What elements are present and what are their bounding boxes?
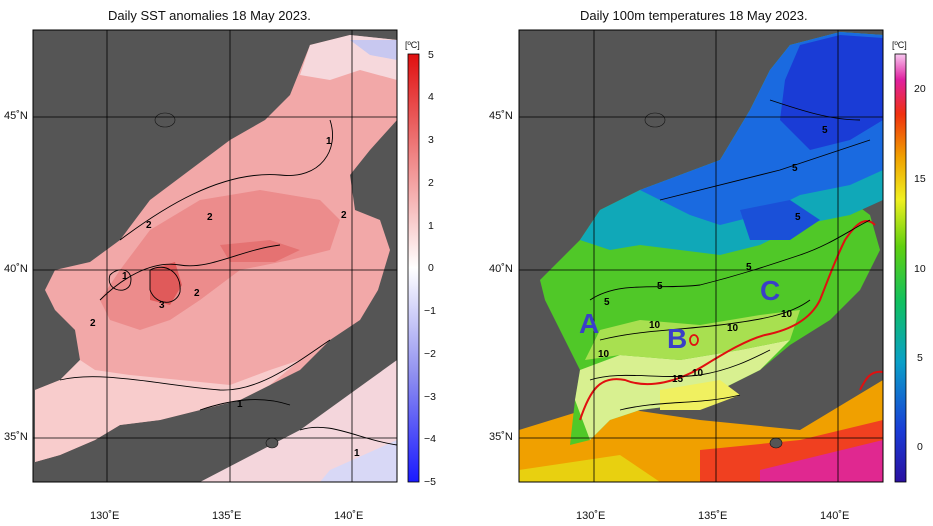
right-contour-label: 5 xyxy=(746,262,752,273)
right-contour-label: 5 xyxy=(795,212,801,223)
left-contour-label: 2 xyxy=(341,210,347,221)
left-lat-label: 45˚N xyxy=(4,110,28,122)
left-contour-label: 1 xyxy=(122,271,128,282)
right-colorbar-tick: 10 xyxy=(914,263,926,275)
left-colorbar-tick: 2 xyxy=(428,177,434,189)
right-colorbar-tick: 20 xyxy=(914,83,926,95)
left-colorbar-tick: −4 xyxy=(424,433,436,445)
left-contour-label: 2 xyxy=(146,220,152,231)
right-contour-label: 5 xyxy=(604,297,610,308)
region-label-a: A xyxy=(579,308,599,339)
left-panel-title: Daily SST anomalies 18 May 2023. xyxy=(108,8,311,23)
right-lat-label: 40˚N xyxy=(489,263,513,275)
right-contour-label: 10 xyxy=(598,349,610,360)
right-contour-label: 10 xyxy=(692,368,704,379)
left-contour-label: 2 xyxy=(90,318,96,329)
right-lat-label: 35˚N xyxy=(489,431,513,443)
right-colorbar-tick: 0 xyxy=(917,441,923,453)
left-colorbar-tick: −1 xyxy=(424,305,436,317)
right-colorbar-unit: [ºC] xyxy=(892,40,907,50)
left-contour-label: 1 xyxy=(354,448,360,459)
right-lon-label: 140˚E xyxy=(820,510,850,522)
left-contour-label: 3 xyxy=(159,300,165,311)
right-lon-label: 135˚E xyxy=(698,510,728,522)
right-gridlines xyxy=(519,30,883,482)
left-gridlines xyxy=(33,30,397,482)
right-contour-label: 5 xyxy=(822,125,828,136)
right-contour-label: 5 xyxy=(657,281,663,292)
right-panel-title: Daily 100m temperatures 18 May 2023. xyxy=(580,8,808,23)
right-map-frame xyxy=(518,29,884,483)
left-lat-label: 40˚N xyxy=(4,263,28,275)
left-colorbar-tick: 4 xyxy=(428,91,434,103)
left-lat-label: 35˚N xyxy=(4,431,28,443)
right-lon-label: 130˚E xyxy=(576,510,606,522)
right-contour-label: 10 xyxy=(781,309,793,320)
right-colorbar xyxy=(894,53,907,483)
left-lon-label: 135˚E xyxy=(212,510,242,522)
left-colorbar-tick: −3 xyxy=(424,391,436,403)
right-colorbar-tick: 5 xyxy=(917,352,923,364)
right-contour-label: 10 xyxy=(727,323,739,334)
right-contour-labels: 5 5 5 5 5 5 10 10 10 10 10 15 xyxy=(598,125,828,385)
left-colorbar-tick: 0 xyxy=(428,262,434,274)
left-pacific-sea xyxy=(200,360,397,482)
region-label-b: B xyxy=(667,323,687,354)
left-contour-label: 2 xyxy=(207,212,213,223)
right-lat-label: 45˚N xyxy=(489,110,513,122)
right-contour-label: 15 xyxy=(672,374,684,385)
left-contours xyxy=(59,119,397,446)
left-colorbar xyxy=(407,53,420,483)
left-contour-labels: 1 2 2 2 1 3 2 2 1 1 xyxy=(90,136,360,459)
right-colorbar-tick: 15 xyxy=(914,173,926,185)
left-colorbar-tick: 5 xyxy=(428,49,434,61)
left-contour-label: 1 xyxy=(326,136,332,147)
region-label-c: C xyxy=(760,275,780,306)
left-contour-label: 2 xyxy=(194,288,200,299)
left-colorbar-unit: [ºC] xyxy=(405,40,420,50)
right-contours xyxy=(589,99,871,411)
left-colorbar-tick: 3 xyxy=(428,134,434,146)
left-colorbar-tick: −5 xyxy=(424,476,436,488)
left-contour-label: 1 xyxy=(237,399,243,410)
left-colorbar-tick: 1 xyxy=(428,220,434,232)
left-map-frame xyxy=(32,29,398,483)
left-lon-label: 130˚E xyxy=(90,510,120,522)
left-map-area xyxy=(33,30,397,482)
right-front-line xyxy=(579,220,876,421)
left-colorbar-tick: −2 xyxy=(424,348,436,360)
left-lon-label: 140˚E xyxy=(334,510,364,522)
right-contour-label: 5 xyxy=(792,163,798,174)
right-contour-label: 10 xyxy=(649,320,661,331)
right-map-area xyxy=(519,30,883,482)
